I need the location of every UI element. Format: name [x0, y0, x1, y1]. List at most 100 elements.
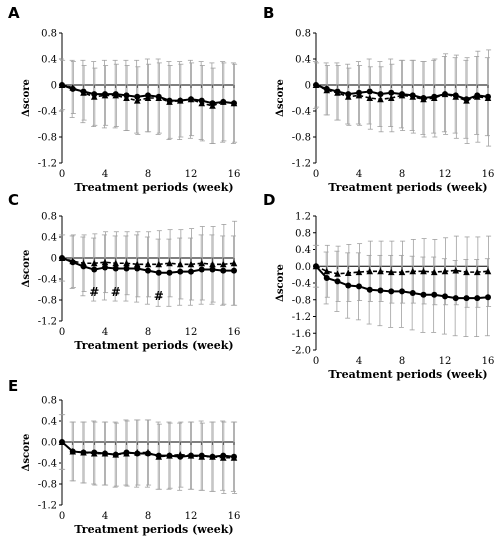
- y-tick-label: 0.0: [295, 262, 311, 273]
- panel-label: D: [263, 191, 275, 209]
- x-tick-label: 0: [59, 327, 65, 338]
- y-axis-title: Δscore: [21, 250, 32, 288]
- series-1-point: [377, 287, 384, 294]
- panel-label: B: [263, 4, 274, 22]
- y-axis-title: Δscore: [275, 264, 286, 302]
- series-2-point: [101, 91, 109, 99]
- y-tick-label: 1.2: [295, 212, 311, 223]
- series-1-point: [399, 288, 405, 295]
- y-tick-label: 0.8: [295, 228, 311, 239]
- x-axis-title: Treatment periods (week): [74, 523, 233, 536]
- series-1-point: [485, 294, 491, 301]
- series-2-point: [230, 99, 238, 107]
- x-tick-label: 12: [439, 356, 452, 367]
- series-2-point: [123, 94, 130, 101]
- y-tick-label: 0.4: [41, 55, 57, 66]
- y-tick-label: 0.0: [41, 438, 57, 449]
- series-2-point: [355, 91, 363, 99]
- series-2-point: [230, 454, 238, 461]
- y-tick-label: -1.2: [292, 312, 311, 323]
- series-1-point: [102, 264, 108, 271]
- series-1-point: [112, 265, 119, 272]
- series-2-point: [187, 95, 195, 103]
- series-2-point: [133, 260, 141, 268]
- series-1-point: [177, 268, 184, 275]
- series-2-point: [198, 99, 206, 107]
- series-1-point: [323, 274, 330, 281]
- series-2-point: [80, 89, 87, 96]
- series-1-point: [366, 88, 373, 95]
- series-2-point: [387, 268, 395, 276]
- series-2-point: [90, 450, 98, 457]
- series-2-point: [144, 94, 152, 101]
- series-1-point: [209, 266, 216, 273]
- y-tick-label: 0.8: [295, 29, 311, 40]
- series-2-point: [80, 259, 87, 267]
- series-1-point: [188, 268, 194, 275]
- series-2-point: [219, 454, 227, 461]
- series-2-point: [112, 259, 120, 267]
- series-1-point: [145, 267, 151, 274]
- x-tick-label: 0: [313, 169, 319, 180]
- series-2-point: [409, 267, 417, 275]
- series-2-point: [155, 453, 163, 460]
- series-2-point: [187, 260, 195, 268]
- y-tick-label: 0: [51, 81, 57, 92]
- y-tick-label: 0: [51, 254, 57, 265]
- y-tick-label: -0.4: [38, 107, 57, 118]
- significance-mark: #: [111, 285, 121, 299]
- series-1-point: [420, 291, 427, 298]
- series-2-point: [430, 268, 438, 276]
- series-2-point: [334, 89, 341, 96]
- series-2-point: [484, 94, 492, 101]
- x-tick-label: 4: [102, 511, 108, 522]
- series-2-point: [219, 260, 227, 268]
- series-1-point: [388, 89, 395, 96]
- series-2-point: [344, 93, 352, 100]
- series-2-point: [344, 269, 352, 276]
- series-2-point: [484, 267, 492, 275]
- series-2-point: [312, 81, 320, 88]
- series-2-point: [144, 260, 152, 268]
- series-2-point: [377, 95, 384, 103]
- series-2-point: [176, 97, 184, 104]
- series-1-point: [345, 282, 352, 289]
- panel-d: D 1.2 0.8 0.4 0.0 -0.4 -0.8 -1.2 -1.6 -2.00 4 8 12 16…: [263, 191, 494, 381]
- series-2-point: [219, 98, 227, 105]
- x-tick-label: 16: [228, 327, 241, 338]
- series-2-point: [334, 270, 341, 277]
- series-1-point: [431, 291, 438, 298]
- x-tick-label: 4: [356, 356, 362, 367]
- series-2-point: [166, 452, 173, 459]
- y-axis-title: Δscore: [21, 79, 32, 117]
- x-tick-label: 16: [482, 169, 495, 180]
- series-1-point: [356, 283, 362, 290]
- series-1-point: [123, 265, 130, 272]
- y-axis-title: Δscore: [21, 434, 32, 472]
- series-2-point: [420, 95, 427, 103]
- series-2-point: [409, 93, 417, 100]
- series-1-point: [166, 269, 173, 276]
- y-tick-label: -0.8: [292, 133, 311, 144]
- y-tick-label: -0.8: [38, 133, 57, 144]
- series-2-point: [355, 268, 363, 276]
- significance-mark: #: [89, 285, 99, 299]
- significance-mark: #: [154, 289, 164, 303]
- series-2-point: [69, 257, 77, 265]
- series-2-point: [209, 102, 216, 109]
- y-tick-label: -1.2: [38, 317, 57, 328]
- y-tick-label: 0.4: [41, 417, 57, 428]
- x-axis-title: Treatment periods (week): [328, 181, 487, 194]
- x-tick-label: 4: [102, 327, 108, 338]
- y-tick-label: -1.6: [292, 329, 311, 340]
- series-1-point: [377, 91, 384, 98]
- y-tick-label: -0.4: [38, 275, 57, 286]
- series-2-point: [112, 451, 120, 458]
- series-2-point: [101, 258, 109, 266]
- series-2-point: [144, 449, 152, 456]
- series-1-point: [91, 266, 98, 273]
